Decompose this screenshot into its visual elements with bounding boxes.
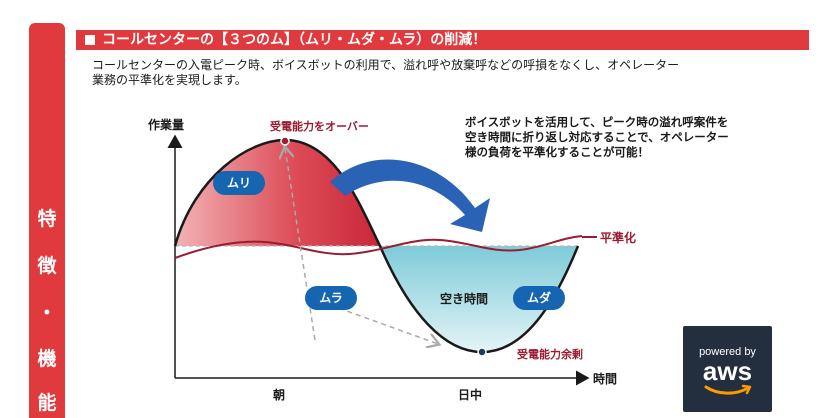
badge-muda: ムダ [513,286,565,310]
badge-mura: ムラ [305,286,357,310]
side-char-5: 能 [37,392,57,414]
intro-line-2: 業務の平準化を実現します。 [92,73,247,87]
leveling-label: 平準化 [600,231,637,245]
intro-line-1: コールセンターの入電ピーク時、ボイスボットの利用で、溢れ呼や放棄呼などの呼損をな… [92,58,680,72]
aws-logo-line-1: powered by [699,346,756,358]
side-char-1: 特 [37,208,57,230]
callout-line-3: 様の負荷を平準化することが可能！ [465,145,649,159]
y-axis-label: 作業量 [148,118,185,132]
intro-text: コールセンターの入電ピーク時、ボイスボットの利用で、溢れ呼や放棄呼などの呼損をな… [92,58,802,88]
idle-time-label: 空き時間 [440,292,489,306]
peak-dot [280,136,290,146]
badge-muri: ムリ [213,171,265,195]
spare-capacity-label: 受電能力余剰 [517,348,583,361]
callout-line-2: 空き時間に折り返し対応することで、オペレーター [465,130,729,144]
aws-smile-icon [704,384,752,395]
x-tick-morning: 朝 [273,388,286,402]
shift-arrow [330,159,490,232]
feature-side-tab: 特 徴 ・ 機 能 [29,23,65,418]
side-char-3: ・ [37,302,57,324]
leveled-curve [174,235,583,259]
section-heading: コールセンターの【３つのム】（ムリ・ムダ・ムラ）の削減！ [76,30,809,50]
callout-line-1: ボイスボットを活用して、ピーク時の溢れ呼案件を [465,115,729,129]
heading-square-icon [85,35,95,45]
side-char-2: 徴 [37,255,57,277]
trough-dot [477,347,487,357]
x-axis-label: 時間 [593,372,618,386]
over-capacity-label: 受電能力をオーバー [270,120,369,133]
powered-by-aws-logo: powered by aws [683,326,772,412]
heading-title: コールセンターの【３つのム】（ムリ・ムダ・ムラ）の削減！ [102,32,487,48]
callout-text: ボイスボットを活用して、ピーク時の溢れ呼案件を 空き時間に折り返し対応することで… [465,115,765,160]
workload-curve [173,138,580,354]
aws-logo-line-2: aws [702,356,753,386]
x-tick-daytime: 日中 [458,388,483,402]
muri-area [175,140,380,246]
side-char-4: 機 [37,348,57,370]
